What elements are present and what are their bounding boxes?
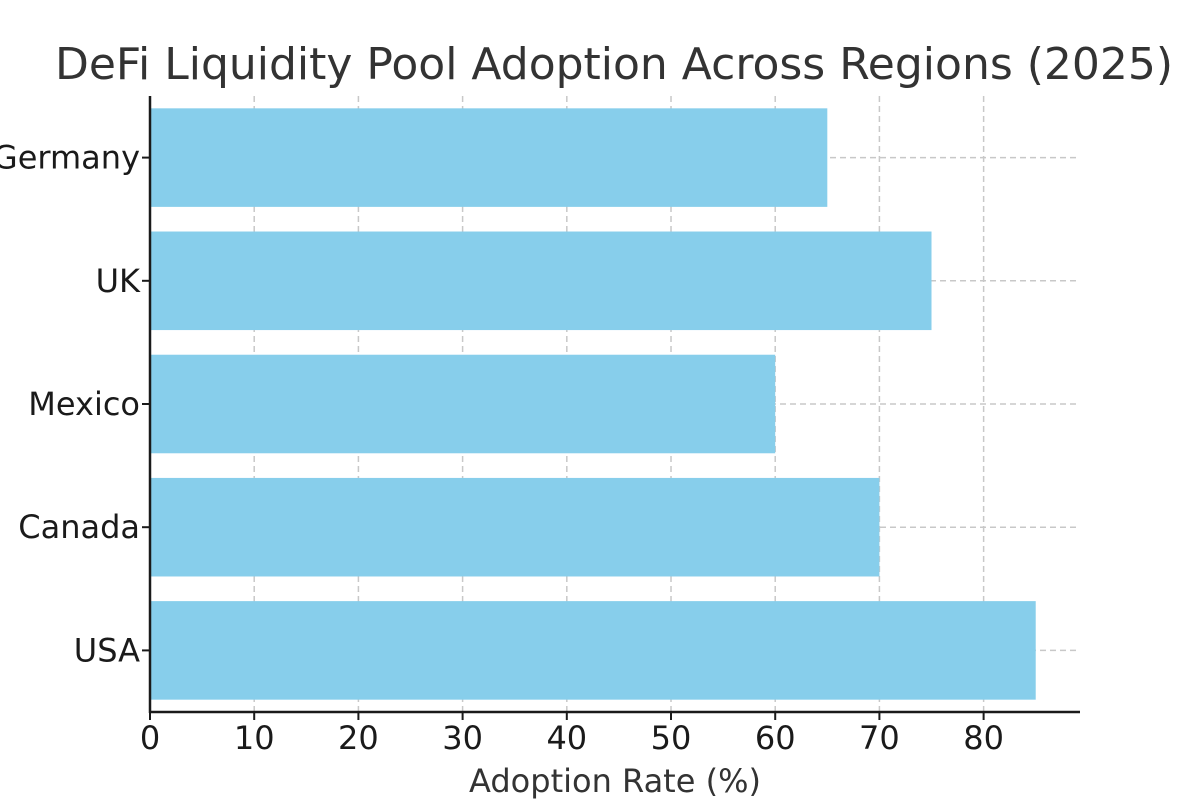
x-tick-label: 60 <box>755 719 796 757</box>
x-tick-label: 50 <box>651 719 692 757</box>
bar-usa <box>150 601 1036 700</box>
chart-title: DeFi Liquidity Pool Adoption Across Regi… <box>55 39 1173 90</box>
y-tick-label-mexico: Mexico <box>28 385 140 423</box>
x-tick-label: 40 <box>546 719 587 757</box>
x-tick-label: 0 <box>140 719 160 757</box>
bars <box>150 108 1036 700</box>
bar-mexico <box>150 354 776 454</box>
y-tick-label-germany: Germany <box>0 139 140 177</box>
x-tick-label: 10 <box>234 719 275 757</box>
x-tick-label: 20 <box>338 719 379 757</box>
bar-canada <box>150 477 880 577</box>
x-axis-label: Adoption Rate (%) <box>469 762 761 800</box>
tick-labels: 0 10 20 30 40 50 60 70 80 USA Canada Mexico UK German… <box>0 139 1004 757</box>
bar-uk <box>150 231 932 331</box>
y-tick-label-canada: Canada <box>18 508 140 546</box>
x-tick-label: 70 <box>859 719 900 757</box>
x-tick-label: 80 <box>963 719 1004 757</box>
bar-germany <box>150 108 828 207</box>
y-tick-label-uk: UK <box>96 262 141 300</box>
y-tick-label-usa: USA <box>74 631 140 669</box>
x-tick-label: 30 <box>442 719 483 757</box>
